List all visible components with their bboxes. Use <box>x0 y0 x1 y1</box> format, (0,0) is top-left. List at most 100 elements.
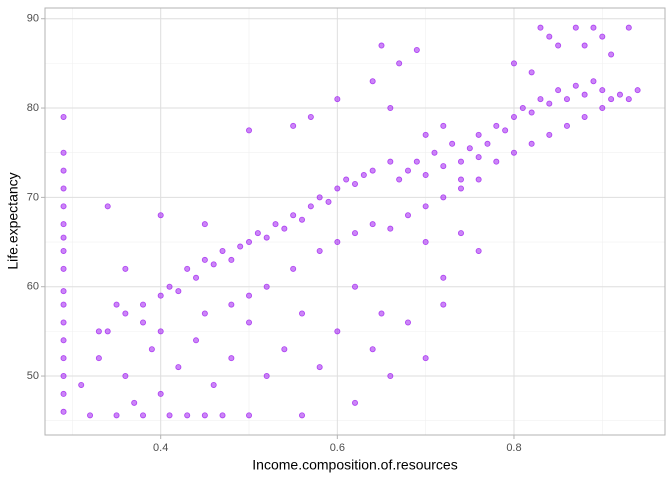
point <box>281 225 288 232</box>
point <box>60 408 67 415</box>
point <box>608 51 615 58</box>
points <box>60 24 641 419</box>
point <box>369 221 376 228</box>
point <box>140 301 147 308</box>
point <box>60 319 67 326</box>
point <box>493 122 500 129</box>
point <box>219 247 226 254</box>
point <box>449 140 456 147</box>
point <box>343 176 350 183</box>
point <box>60 301 67 308</box>
point <box>60 355 67 362</box>
point <box>307 203 314 210</box>
point <box>572 24 579 31</box>
point <box>537 96 544 103</box>
point <box>290 212 297 219</box>
point <box>422 239 429 246</box>
point <box>440 194 447 201</box>
point <box>263 234 270 241</box>
point <box>210 381 217 388</box>
point <box>299 412 306 419</box>
point <box>140 412 147 419</box>
point <box>493 158 500 165</box>
point <box>484 140 491 147</box>
point <box>201 221 208 228</box>
point <box>404 167 411 174</box>
point <box>360 172 367 179</box>
point <box>246 292 253 299</box>
point <box>148 346 155 353</box>
point <box>351 180 358 187</box>
point <box>166 283 173 290</box>
point <box>254 230 261 237</box>
point <box>184 412 191 419</box>
point <box>546 33 553 40</box>
point <box>466 145 473 152</box>
point <box>184 265 191 272</box>
point <box>387 158 394 165</box>
point <box>440 274 447 281</box>
labels: 0.4 0.6 0.8 50 60 70 80 90 <box>27 13 522 454</box>
point <box>581 113 588 120</box>
point <box>228 301 235 308</box>
point <box>396 60 403 67</box>
point <box>546 131 553 138</box>
x-axis-title: Income.composition.of.resources <box>252 457 457 473</box>
point <box>351 399 358 406</box>
point <box>131 399 138 406</box>
point <box>457 230 464 237</box>
point <box>457 185 464 192</box>
point <box>457 176 464 183</box>
point <box>572 82 579 89</box>
point <box>510 113 517 120</box>
point <box>166 412 173 419</box>
x-tick-label: 0.6 <box>330 442 345 454</box>
point <box>378 42 385 49</box>
point <box>546 100 553 107</box>
point <box>95 355 102 362</box>
point <box>60 221 67 228</box>
point <box>440 301 447 308</box>
point <box>299 216 306 223</box>
point <box>290 122 297 129</box>
point <box>157 212 164 219</box>
y-tick-label: 50 <box>27 370 39 382</box>
point <box>387 105 394 112</box>
point <box>475 176 482 183</box>
point <box>528 69 535 76</box>
point <box>307 113 314 120</box>
point <box>316 364 323 371</box>
point <box>387 373 394 380</box>
point <box>369 346 376 353</box>
y-tick-label: 90 <box>27 13 39 25</box>
point <box>193 274 200 281</box>
point <box>563 122 570 129</box>
point <box>246 412 253 419</box>
point <box>625 24 632 31</box>
point <box>422 131 429 138</box>
point <box>157 292 164 299</box>
point <box>387 225 394 232</box>
point <box>104 203 111 210</box>
point <box>334 185 341 192</box>
point <box>60 203 67 210</box>
point <box>457 158 464 165</box>
point <box>60 167 67 174</box>
point <box>60 149 67 156</box>
point <box>60 288 67 295</box>
point <box>201 310 208 317</box>
point <box>246 127 253 134</box>
point <box>351 283 358 290</box>
point <box>175 288 182 295</box>
point <box>599 105 606 112</box>
point <box>60 373 67 380</box>
point <box>210 261 217 268</box>
point <box>422 203 429 210</box>
point <box>378 310 385 317</box>
panel-border <box>44 7 666 436</box>
point <box>246 319 253 326</box>
point <box>263 283 270 290</box>
point <box>404 319 411 326</box>
point <box>201 412 208 419</box>
point <box>590 78 597 85</box>
